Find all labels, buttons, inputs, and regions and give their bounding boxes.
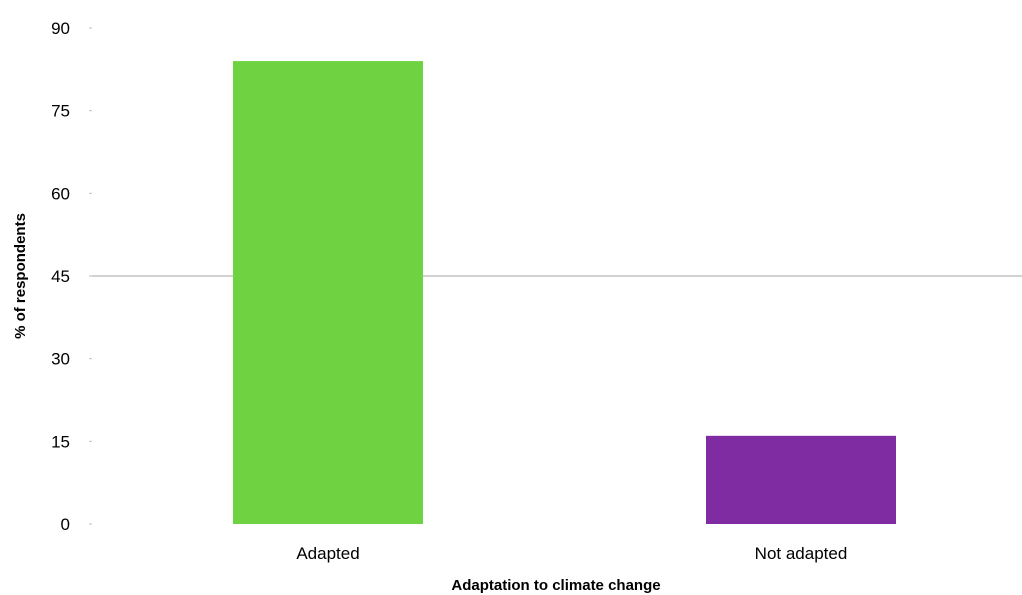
bar-not-adapted: [706, 435, 896, 524]
x-axis-title: Adaptation to climate change: [451, 577, 660, 594]
y-tick-label: 15: [51, 432, 70, 451]
x-axis-categories: Adapted Not adapted: [296, 544, 847, 563]
y-tick-label: 75: [51, 102, 70, 121]
y-axis-title: % of respondents: [12, 213, 29, 339]
y-tick-label: 60: [51, 184, 70, 203]
bar-adapted: [233, 61, 423, 525]
y-tick-label: 30: [51, 350, 70, 369]
y-tick-label: 0: [61, 515, 70, 534]
x-category-label: Not adapted: [755, 544, 848, 563]
y-axis-ticks: 0 15 30 45 60 75 90: [51, 19, 92, 534]
bars: [233, 61, 896, 525]
y-tick-label: 90: [51, 19, 70, 38]
y-tick-label: 45: [51, 267, 70, 286]
x-category-label: Adapted: [296, 544, 359, 563]
